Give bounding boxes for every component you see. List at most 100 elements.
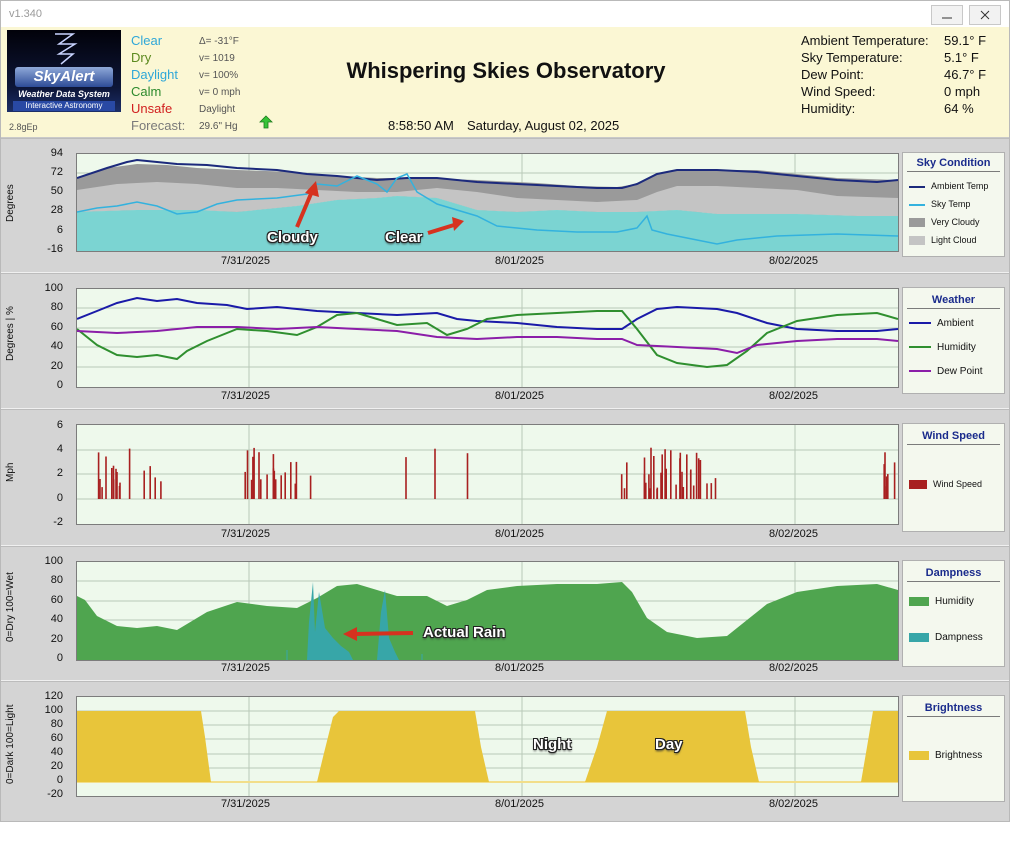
wind-bar	[273, 470, 276, 499]
wind-bar	[686, 454, 688, 499]
x-date-label: 7/31/2025	[221, 255, 270, 267]
wind-tick: 0	[56, 492, 63, 504]
ambient-line	[77, 296, 898, 332]
bright-legend: Brightness Brightness	[902, 695, 1005, 802]
wind-bar	[623, 488, 626, 499]
actual-rain-annotation: Actual Rain	[423, 624, 506, 641]
weather-tick: 100	[44, 282, 63, 294]
wind-bar	[675, 484, 677, 499]
dampness-panel: 0=Dry 100=Wet 100 80 60 40 20 0 Actual R…	[1, 546, 1009, 680]
forecast-value: 29.6" Hg	[199, 121, 238, 132]
wind-bar	[706, 483, 708, 499]
wind-bar	[699, 460, 702, 499]
sky-legend-title: Sky Condition	[903, 157, 1004, 172]
rain-condition: Dry	[131, 50, 152, 65]
wind-legend: Wind Speed Wind Speed	[902, 423, 1005, 532]
clear-fill	[77, 196, 898, 251]
wind-value: v= 0 mph	[199, 87, 241, 98]
weather-tick: 80	[50, 301, 63, 313]
damp-ylabel: 0=Dry 100=Wet	[5, 572, 16, 642]
x-date-label: 8/02/2025	[769, 798, 818, 810]
wind-bar	[664, 449, 666, 499]
ambient-temp-label: Ambient Temperature:	[801, 33, 929, 48]
wind-bar	[887, 474, 889, 499]
wind-bar	[116, 472, 118, 499]
wind-bar	[111, 468, 113, 499]
day-block	[77, 711, 211, 782]
bright-tick: 0	[56, 774, 63, 786]
x-date-label: 8/01/2025	[495, 798, 544, 810]
wind-bar	[290, 462, 292, 499]
wind-bar	[893, 462, 896, 499]
dampness-area	[307, 582, 399, 660]
wind-bar	[650, 447, 652, 499]
damp-tick: 40	[50, 613, 63, 625]
wind-bar	[405, 457, 407, 499]
day-annotation: Day	[655, 736, 683, 753]
legend-item: Brightness	[909, 750, 982, 761]
x-date-label: 8/02/2025	[769, 528, 818, 540]
wind-bar	[266, 474, 268, 499]
wind-bar	[661, 476, 663, 499]
wind-bar	[665, 468, 667, 499]
wind-bar	[643, 457, 646, 499]
bright-ylabel: 0=Dark 100=Light	[5, 704, 16, 784]
light-cloud-band	[77, 182, 898, 216]
title-bar: v1.340	[1, 1, 1009, 27]
sky-tick: -16	[47, 243, 63, 255]
rain-arrow-icon	[343, 627, 414, 641]
wind-bar	[714, 478, 717, 499]
legend-swatch	[909, 750, 929, 760]
legend-swatch	[909, 370, 931, 373]
observatory-title: Whispering Skies Observatory	[346, 58, 666, 83]
clear-arrow-icon	[427, 217, 464, 235]
wind-bar	[681, 471, 683, 499]
humidity-label: Humidity:	[801, 101, 856, 116]
wind-bar	[661, 454, 663, 499]
legend-swatch	[909, 218, 925, 228]
legend-item: Very Cloudy	[909, 217, 980, 228]
ambient-temp-value: 59.1° F	[944, 33, 987, 48]
wind-bar	[883, 464, 885, 499]
legend-item: Light Cloud	[909, 235, 977, 246]
cloudy-annotation: Cloudy	[267, 229, 318, 246]
weather-legend-title: Weather	[903, 294, 1004, 309]
weather-chart	[77, 289, 898, 387]
legend-item: Dampness	[909, 632, 983, 643]
wind-bar	[626, 462, 628, 499]
wind-speed-label: Wind Speed:	[801, 84, 876, 99]
wind-bar	[250, 479, 253, 499]
sky-temp-label: Sky Temperature:	[801, 50, 903, 65]
bright-tick: 80	[50, 718, 63, 730]
weather-legend: Weather Ambient Humidity Dew Point	[902, 287, 1005, 394]
x-date-label: 8/02/2025	[769, 390, 818, 402]
brightness-panel: 0=Dark 100=Light 120 100 80 60 40 20 0 -…	[1, 681, 1009, 821]
cloud-condition: Clear	[131, 33, 163, 48]
legend-swatch	[909, 632, 929, 642]
minimize-button[interactable]	[931, 5, 963, 25]
wind-bar	[274, 479, 277, 499]
wind-plot	[76, 424, 899, 525]
logo-brand: SkyAlert	[15, 67, 113, 87]
wind-bar	[115, 468, 117, 499]
wind-bar	[656, 489, 658, 499]
build-label: 2.8gEp	[9, 122, 38, 132]
x-date-label: 8/01/2025	[495, 255, 544, 267]
forecast-label: Forecast:	[131, 118, 186, 133]
sky-temp-line	[77, 173, 898, 245]
wind-ylabel: Mph	[5, 462, 16, 482]
ambient-temp-line	[77, 158, 898, 189]
legend-item: Wind Speed	[909, 479, 982, 490]
dew-point-line	[77, 325, 898, 355]
x-date-label: 8/01/2025	[495, 662, 544, 674]
wind-bar	[645, 482, 647, 499]
sky-tick: 28	[50, 204, 63, 216]
x-date-label: 7/31/2025	[221, 662, 270, 674]
wind-tick: 4	[56, 443, 63, 455]
sky-tick: 72	[50, 166, 63, 178]
weather-ylabel: Degrees | %	[5, 306, 16, 362]
wind-condition: Calm	[131, 84, 162, 99]
close-button[interactable]	[969, 5, 1001, 25]
wind-speed-value: 0 mph	[944, 84, 981, 99]
wind-bar	[649, 488, 652, 499]
